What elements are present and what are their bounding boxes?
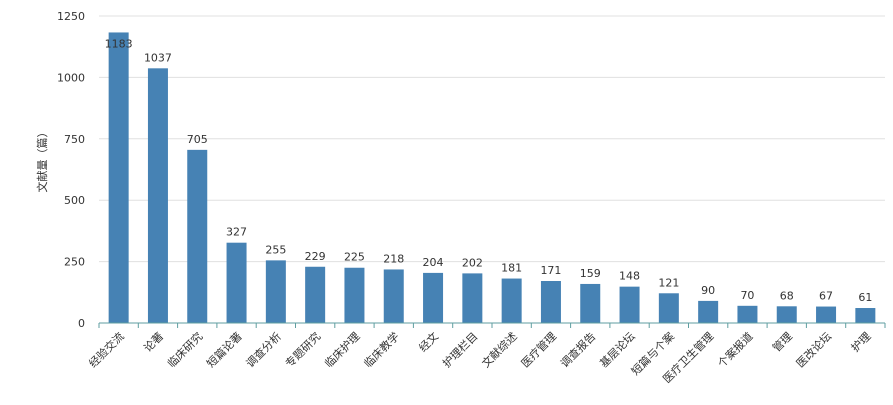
x-category-label: 论著 (141, 329, 166, 354)
data-label: 229 (305, 250, 326, 263)
bar (344, 267, 365, 323)
y-tick-label: 0 (78, 317, 85, 330)
x-category-label: 临床教学 (361, 329, 402, 370)
data-label: 705 (187, 133, 208, 146)
data-label: 181 (501, 262, 522, 275)
bar (265, 260, 286, 323)
bar (580, 283, 601, 323)
x-category-label: 护理栏目 (439, 329, 480, 370)
data-label: 1037 (144, 51, 172, 64)
bar (383, 269, 404, 323)
data-label: 204 (423, 256, 444, 269)
data-label: 90 (701, 284, 715, 297)
y-tick-label: 500 (64, 194, 85, 207)
x-category-label: 专题研究 (282, 329, 323, 370)
gridlines (99, 15, 885, 263)
y-tick-label: 1250 (57, 10, 85, 23)
bar (776, 306, 797, 323)
x-category-label: 经文 (416, 329, 441, 354)
x-category-label: 短篇论著 (204, 329, 245, 370)
bar (737, 305, 758, 323)
data-label: 255 (265, 243, 286, 256)
x-category-label: 基层论坛 (597, 329, 638, 370)
bar (619, 286, 640, 323)
bar (462, 273, 483, 323)
x-category-label: 临床护理 (322, 329, 363, 370)
bar (698, 300, 719, 323)
bar (305, 266, 326, 323)
data-labels: 1183 1037 705 327 255 229 225 218 204 202 181 171 15… (105, 37, 873, 304)
x-category-label: 文献综述 (479, 329, 520, 370)
axes: 0 250 500 750 1000 1250 经验交流 论著临床研究短篇论著调查分析专题研究… (57, 10, 886, 386)
bar (147, 68, 168, 323)
y-tick-label: 750 (64, 133, 85, 146)
bar (226, 242, 247, 323)
data-label: 171 (540, 264, 561, 277)
x-category-label: 医疗管理 (518, 329, 559, 370)
bar (187, 149, 208, 323)
data-label: 202 (462, 256, 483, 269)
x-category-label: 调查分析 (243, 329, 284, 370)
bars (108, 32, 876, 323)
x-category-label: 管理 (769, 329, 794, 354)
bar (501, 278, 522, 323)
x-category-label: 护理 (848, 329, 873, 354)
x-category-label: 个案报道 (715, 329, 756, 370)
bar (658, 293, 679, 323)
data-label: 148 (619, 270, 640, 283)
bar (423, 272, 444, 323)
x-category-label: 临床研究 (164, 329, 205, 370)
data-label: 68 (780, 289, 794, 302)
y-tick-label: 250 (64, 256, 85, 269)
bar (540, 281, 561, 323)
y-axis-title: 文献量（篇） (35, 127, 49, 193)
data-label: 327 (226, 226, 247, 239)
bar (855, 308, 876, 323)
y-tick-label: 1000 (57, 71, 85, 84)
data-label: 1183 (105, 37, 133, 50)
data-label: 61 (858, 291, 872, 304)
x-category-label: 调查报告 (557, 329, 598, 370)
data-label: 218 (383, 252, 404, 265)
data-label: 225 (344, 251, 365, 264)
bar (108, 32, 129, 323)
data-label: 70 (740, 289, 754, 302)
data-label: 67 (819, 290, 833, 303)
data-label: 121 (658, 276, 679, 289)
x-category-label: 医改论坛 (793, 329, 834, 370)
x-category-label: 经验交流 (86, 329, 127, 370)
bar (816, 306, 837, 323)
data-label: 159 (580, 267, 601, 280)
